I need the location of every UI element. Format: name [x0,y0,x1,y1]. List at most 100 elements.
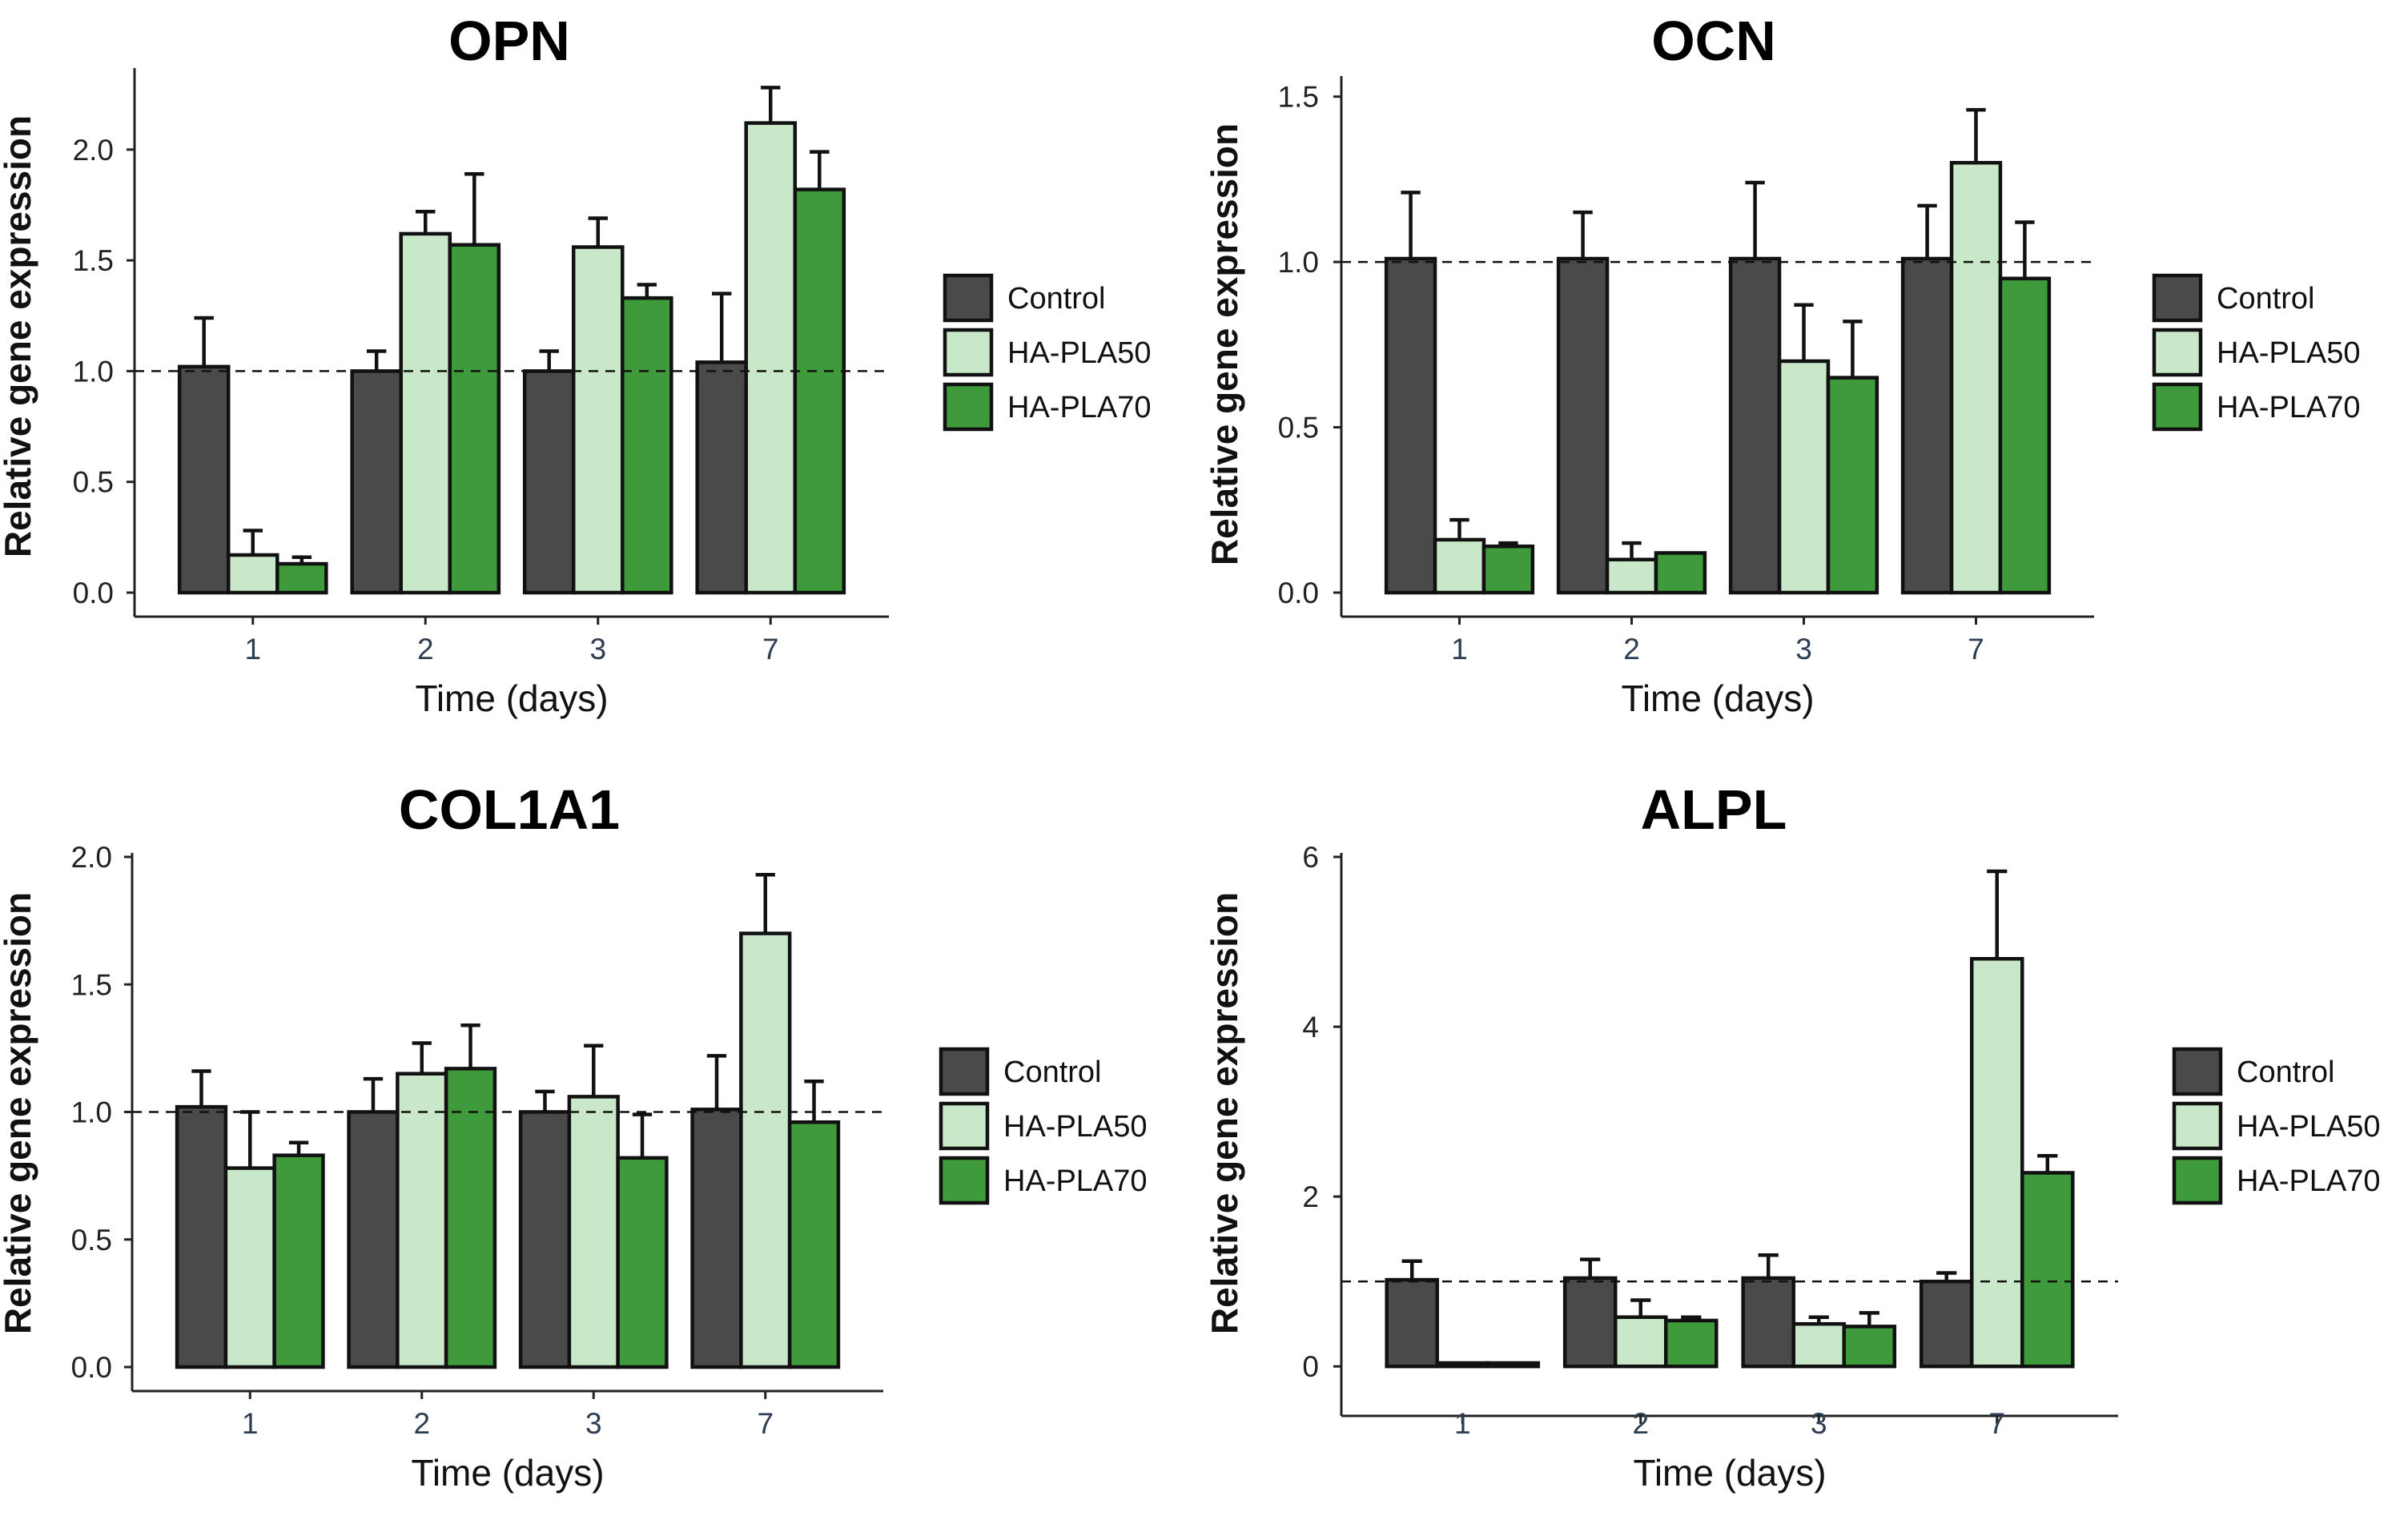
bar-ha-pla70-day-1 [275,561,328,595]
bar-ha-pla70-day-3 [1826,376,1879,595]
bar-control-day-7 [690,1108,743,1369]
y-tick-label: 1.5 [73,244,114,277]
legend-key-ha-pla50 [939,1101,990,1151]
x-tick-label: 7 [1968,633,1984,666]
x-tick-label: 2 [417,633,434,666]
bar-ha-pla70-day-7 [793,187,846,595]
bar-control-day-2 [1556,256,1610,595]
bar-ha-pla70-day-7 [787,1120,841,1369]
x-tick-label: 3 [1795,633,1812,666]
x-tick-label: 2 [413,1407,430,1440]
bar-ha-pla50-day-2 [396,1072,448,1369]
x-tick-label: 7 [1988,1407,2005,1440]
legend-key-ha-pla50 [2152,328,2203,377]
bar-control-day-3 [1728,256,1782,595]
y-tick-label: 2.0 [71,841,112,874]
bar-ha-pla70-day-2 [444,1067,497,1369]
bar-ha-pla70-day-3 [1842,1325,1897,1369]
legend-label: HA-PLA70 [1003,1164,1148,1198]
y-tick-label: 1.0 [1278,246,1319,279]
legend-label: HA-PLA70 [1007,391,1152,424]
bar-control-day-2 [1562,1276,1618,1369]
bar-control-day-2 [347,1110,400,1369]
legend-key-ha-pla70 [2152,382,2203,432]
y-tick-label: 4 [1302,1011,1319,1044]
bar-ha-pla70-day-2 [1654,551,1707,595]
bar-control-day-3 [518,1110,572,1369]
bar-ha-pla50-day-7 [739,931,792,1369]
x-tick-label: 1 [244,633,261,666]
y-tick-label: 0.5 [73,466,114,499]
x-axis-title: Time (days) [1633,1452,1826,1494]
y-axis-title: Relative gene expression [0,892,38,1334]
chart-title: COL1A1 [399,778,620,841]
legend-key-ha-pla50 [943,328,994,377]
x-axis-title: Time (days) [411,1452,604,1494]
chart-panel-opn: OPN 0.0 0.5 1.0 1.5 2.0 Relative gene expressi… [0,10,1152,719]
bar-ha-pla70-day-7 [1998,276,2052,595]
bar-ha-pla50-day-3 [1777,359,1831,595]
bar-control-day-7 [1919,1279,1974,1369]
bar-ha-pla50-day-7 [1969,956,2024,1369]
y-tick-label: 1.0 [73,355,114,388]
y-tick-label: 0.0 [71,1351,112,1384]
y-tick-label: 0.0 [1278,577,1319,609]
bar-ha-pla70-day-2 [1664,1318,1719,1369]
legend-key-ha-pla50 [2172,1101,2223,1151]
legend-label: HA-PLA50 [1007,336,1152,370]
bar-control-day-1 [1385,1277,1439,1369]
legend-label: Control [1003,1056,1102,1089]
chart-title: ALPL [1641,778,1787,841]
x-tick-label: 3 [1811,1407,1827,1440]
legend-label: HA-PLA50 [2237,1110,2381,1144]
chart-panel-ocn: OCN 0.0 0.5 1.0 1.5 Relative gene expression 1… [1204,10,2361,719]
bar-ha-pla50-day-3 [567,1095,620,1369]
chart-title: OPN [448,10,570,72]
x-axis-title: Time (days) [415,678,608,719]
y-tick-label: 2 [1302,1180,1319,1213]
y-tick-label: 0.5 [1278,412,1319,444]
x-tick-label: 7 [762,633,779,666]
x-tick-label: 1 [242,1407,259,1440]
x-tick-label: 2 [1623,633,1640,666]
chart-title: OCN [1651,10,1776,72]
legend-label: HA-PLA70 [2237,1164,2381,1198]
bar-ha-pla50-day-1 [1435,1361,1490,1369]
legend: Control HA-PLA50 HA-PLA70 [2172,1047,2381,1205]
x-tick-label: 3 [585,1407,602,1440]
y-tick-label: 0 [1302,1350,1319,1383]
bar-ha-pla70-day-3 [616,1156,669,1369]
legend: Control HA-PLA50 HA-PLA70 [939,1047,1148,1205]
bar-ha-pla50-day-1 [1433,537,1486,595]
legend-label: HA-PLA50 [2217,336,2361,370]
bar-control-day-7 [695,360,748,595]
legend-label: Control [2237,1056,2335,1089]
legend-key-ha-pla70 [939,1156,990,1205]
bar-ha-pla50-day-3 [571,245,625,595]
y-axis-title: Relative gene expression [1204,892,1245,1334]
legend-key-control [2152,273,2203,323]
legend-label: Control [2217,282,2315,316]
bar-control-day-3 [1741,1276,1795,1369]
y-tick-label: 1.5 [71,968,112,1001]
bar-ha-pla50-day-1 [223,1166,276,1369]
legend-label: HA-PLA70 [2217,391,2361,424]
bar-ha-pla70-day-1 [1481,544,1535,595]
bar-ha-pla70-day-7 [2020,1171,2075,1369]
x-tick-label: 3 [589,633,606,666]
chart-panel-col1a1: COL1A1 0.0 0.5 1.0 1.5 2.0 Relative gene expre… [0,778,1148,1494]
y-tick-label: 1.5 [1278,81,1319,114]
bar-control-day-3 [522,369,576,595]
legend-key-control [943,273,994,323]
legend: Control HA-PLA50 HA-PLA70 [943,273,1152,432]
bar-control-day-1 [175,1104,228,1369]
bar-ha-pla70-day-1 [272,1153,325,1369]
y-axis-title: Relative gene expression [0,115,38,557]
x-tick-label: 7 [757,1407,774,1440]
bar-control-day-1 [1384,256,1437,595]
x-axis-title: Time (days) [1621,678,1814,719]
bar-ha-pla50-day-2 [399,231,452,595]
bar-ha-pla70-day-1 [1485,1361,1541,1369]
legend-key-control [2172,1047,2223,1096]
